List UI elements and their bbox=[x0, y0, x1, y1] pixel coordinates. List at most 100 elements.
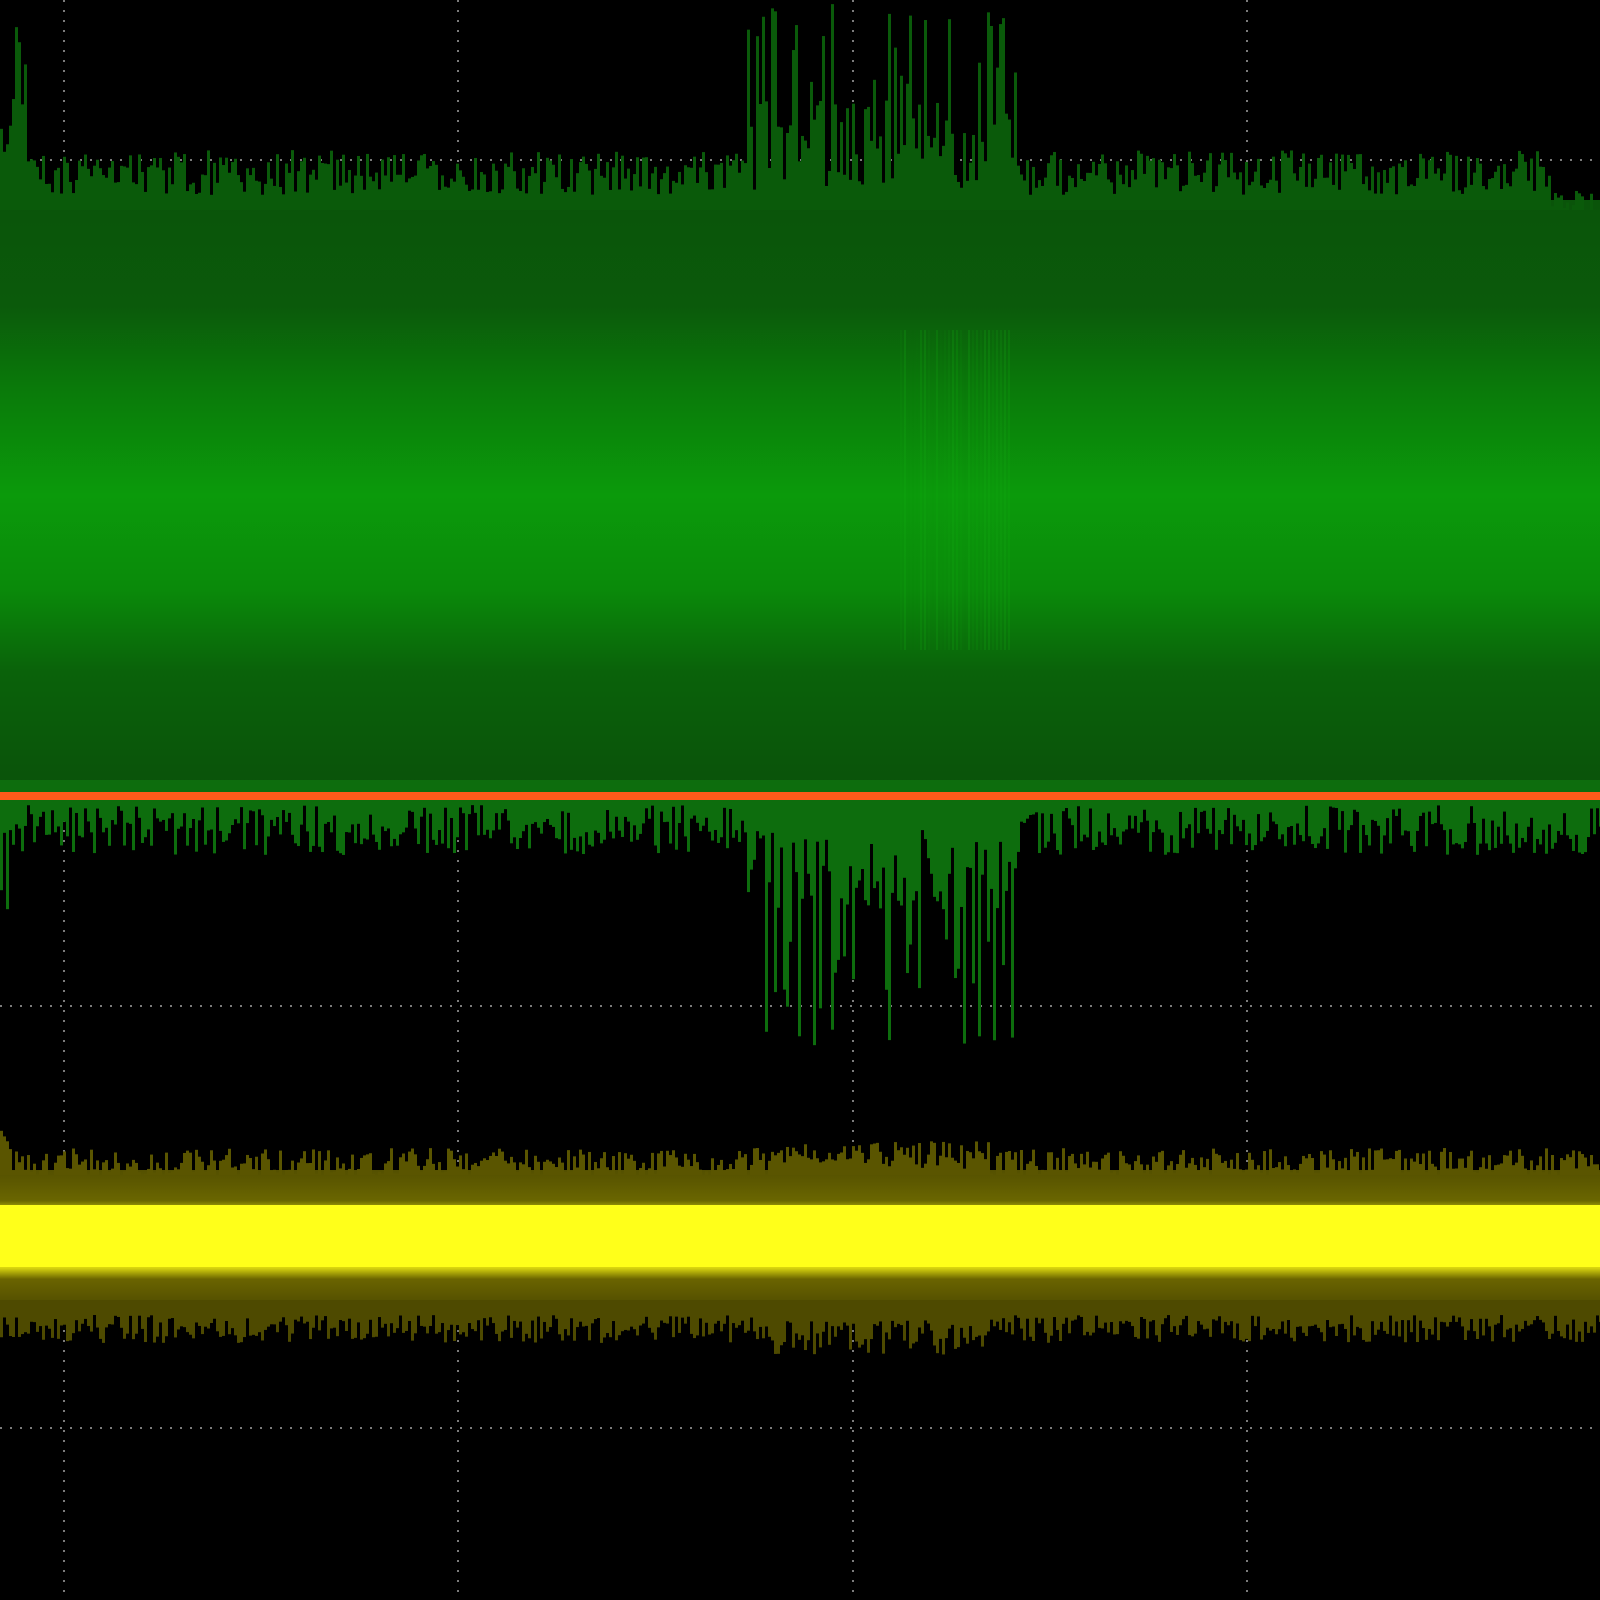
trace-sample-top bbox=[1029, 194, 1032, 210]
trace-sample-top bbox=[1557, 197, 1560, 210]
trace-sample-bottom bbox=[813, 780, 816, 1046]
trace-sample-top bbox=[876, 1142, 879, 1175]
trace-sample-top bbox=[600, 175, 603, 210]
trace-sample-bottom bbox=[1371, 1300, 1374, 1322]
trace-sample-bottom bbox=[231, 780, 234, 825]
trace-sample-bottom bbox=[1053, 780, 1056, 834]
trace-sample-top bbox=[852, 103, 855, 210]
trace-sample-bottom bbox=[804, 1300, 807, 1351]
trace-sample-bottom bbox=[582, 1300, 585, 1327]
trace-sample-top bbox=[1485, 1168, 1488, 1175]
trace-sample-top bbox=[825, 185, 828, 210]
trace-sample-bottom bbox=[1404, 780, 1407, 831]
trace-sample-bottom bbox=[1338, 780, 1341, 830]
trace-sample-bottom bbox=[654, 780, 657, 846]
trace-sample-top bbox=[327, 1150, 330, 1175]
trace-sample-bottom bbox=[852, 780, 855, 980]
trace-sample-bottom bbox=[828, 1300, 831, 1345]
trace-sample-top bbox=[696, 1162, 699, 1175]
trace-sample-bottom bbox=[624, 1300, 627, 1330]
trace-sample-top bbox=[78, 1164, 81, 1175]
trace-sample-top bbox=[399, 174, 402, 210]
trace-sample-top bbox=[744, 1154, 747, 1175]
trace-sample-top bbox=[255, 180, 258, 210]
trace-sample-bottom bbox=[108, 780, 111, 846]
trace-sample-bottom bbox=[807, 780, 810, 874]
trace-sample-bottom bbox=[873, 780, 876, 889]
trace-sample-bottom bbox=[360, 780, 363, 845]
trace-sample-top bbox=[1095, 175, 1098, 210]
trace-sample-bottom bbox=[789, 1300, 792, 1323]
trace-sample-bottom bbox=[1572, 1300, 1575, 1320]
trace-sample-top bbox=[39, 179, 42, 210]
trace-sample-top bbox=[90, 176, 93, 210]
trace-sample-top bbox=[1200, 182, 1203, 210]
trace-sample-bottom bbox=[552, 780, 555, 827]
trace-sample-top bbox=[1311, 187, 1314, 210]
trace-sample-bottom bbox=[783, 1300, 786, 1342]
trace-sample-top bbox=[1107, 1152, 1110, 1175]
trace-sample-bottom bbox=[1278, 780, 1281, 840]
trace-sample-bottom bbox=[1089, 1300, 1092, 1336]
trace-sample-top bbox=[522, 168, 525, 210]
trace-sample-bottom bbox=[252, 1300, 255, 1335]
trace-sample-top bbox=[792, 50, 795, 210]
trace-sample-bottom bbox=[402, 780, 405, 833]
trace-sample-bottom bbox=[306, 1300, 309, 1322]
trace-sample-top bbox=[198, 192, 201, 210]
trace-sample-bottom bbox=[927, 780, 930, 859]
trace-sample-top bbox=[651, 1152, 654, 1175]
trace-sample-bottom bbox=[1521, 780, 1524, 838]
trace-sample-bottom bbox=[102, 1300, 105, 1343]
trace-sample-top bbox=[1089, 1167, 1092, 1175]
trace-sample-bottom bbox=[954, 1300, 957, 1349]
trace-sample-bottom bbox=[264, 780, 267, 855]
trace-sample-top bbox=[1512, 1165, 1515, 1175]
trace-sample-bottom bbox=[900, 1300, 903, 1326]
trace-sample-top bbox=[990, 25, 993, 210]
trace-sample-top bbox=[1509, 186, 1512, 210]
trace-sample-bottom bbox=[1383, 1300, 1386, 1331]
trace-sample-bottom bbox=[858, 1300, 861, 1348]
trace-sample-top bbox=[1554, 193, 1557, 210]
trace-sample-top bbox=[915, 1164, 918, 1175]
trace-sample-bottom bbox=[759, 780, 762, 839]
trace-sample-top bbox=[1392, 1159, 1395, 1175]
trace-texture bbox=[988, 330, 990, 650]
trace-sample-top bbox=[963, 133, 966, 210]
trace-sample-bottom bbox=[1041, 1300, 1044, 1319]
trace-sample-bottom bbox=[393, 780, 396, 839]
trace-sample-top bbox=[1116, 161, 1119, 210]
trace-sample-top bbox=[351, 1154, 354, 1175]
trace-sample-top bbox=[348, 1168, 351, 1175]
trace-sample-bottom bbox=[975, 1300, 978, 1337]
trace-sample-bottom bbox=[678, 1300, 681, 1333]
trace-sample-bottom bbox=[1326, 1300, 1329, 1321]
trace-sample-top bbox=[1137, 150, 1140, 210]
trace-sample-bottom bbox=[1347, 1300, 1350, 1343]
trace-sample-top bbox=[726, 155, 729, 210]
trace-sample-bottom bbox=[966, 780, 969, 868]
trace-sample-bottom bbox=[405, 1300, 408, 1331]
trace-sample-bottom bbox=[1218, 1300, 1221, 1317]
trace-sample-top bbox=[1350, 1149, 1353, 1175]
trace-sample-top bbox=[1581, 196, 1584, 210]
trace-sample-bottom bbox=[903, 780, 906, 878]
trace-sample-top bbox=[516, 1172, 519, 1175]
trace-sample-bottom bbox=[1440, 780, 1443, 825]
trace-sample-top bbox=[1113, 1171, 1116, 1175]
trace-sample-top bbox=[1371, 1169, 1374, 1175]
trace-sample-bottom bbox=[330, 1300, 333, 1329]
trace-sample-top bbox=[180, 1162, 183, 1175]
trace-sample-bottom bbox=[1497, 780, 1500, 827]
trace-sample-top bbox=[603, 177, 606, 210]
channel-1-trace bbox=[0, 1130, 1600, 1355]
trace-sample-bottom bbox=[132, 1300, 135, 1340]
trace-sample-bottom bbox=[1527, 1300, 1530, 1326]
trace-sample-top bbox=[225, 157, 228, 210]
trace-sample-top bbox=[1065, 1172, 1068, 1175]
trace-sample-bottom bbox=[1458, 1300, 1461, 1318]
trace-sample-top bbox=[1569, 1157, 1572, 1175]
trace-sample-top bbox=[270, 178, 273, 210]
trace-sample-top bbox=[1203, 1167, 1206, 1175]
